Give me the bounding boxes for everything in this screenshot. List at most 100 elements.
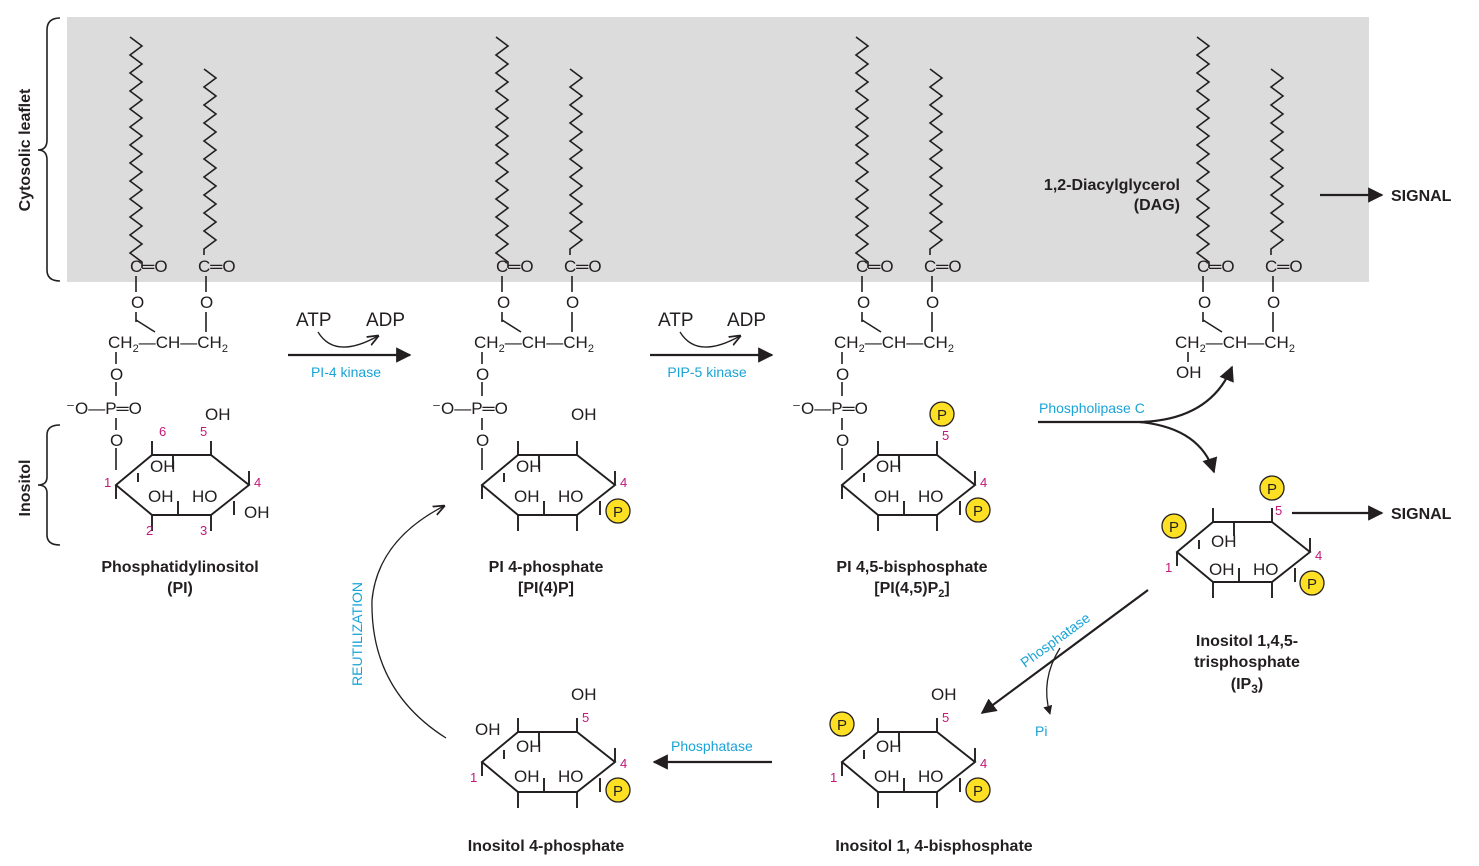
pip2-name: PI 4,5-bisphosphate [836,559,987,576]
svg-text:ADP: ADP [727,310,766,331]
ip3-structure: P P 5 OH OH HO 1 4 P [1161,475,1325,599]
svg-text:1: 1 [104,475,111,490]
pi-product-label: Pi [1035,723,1047,739]
svg-text:O: O [857,293,870,312]
svg-text:HO: HO [558,767,584,786]
pip2-abbr: [PI(4,5)P2] [874,580,949,600]
svg-text:O: O [1198,293,1211,312]
phosphate-icon [605,498,631,524]
phosphate-icon [965,777,991,803]
phosphate-icon [1259,475,1285,501]
svg-text:P: P [1169,519,1179,536]
svg-text:OH: OH [514,767,540,786]
svg-text:O: O [476,431,489,450]
phosphatidylinositol-structure: C═O C═O O O CH2—CH—CH2 O ⁻O—P═O O OH OH … [66,36,270,538]
pi4-kinase-label: PI-4 kinase [311,364,381,380]
phospholipase-c-reaction: Phospholipase C [1038,365,1234,474]
svg-text:OH: OH [516,457,542,476]
svg-text:5: 5 [582,710,589,725]
svg-text:OH: OH [931,685,957,704]
ip2-name: Inositol 1, 4-bisphosphate [835,838,1032,855]
svg-text:OH: OH [571,405,597,424]
svg-text:C═O: C═O [924,257,962,276]
ip3-abbr: (IP3) [1231,676,1263,696]
pip5-kinase-label: PIP-5 kinase [667,364,747,380]
cytosolic-leaflet-label: Cytosolic leaflet [17,88,34,211]
svg-text:C═O: C═O [856,257,894,276]
svg-text:O: O [476,365,489,384]
svg-text:⁻O—P═O: ⁻O—P═O [432,399,508,418]
ip1-structure: OH OH 5 OH OH HO 1 4 P [470,685,631,809]
svg-text:C═O: C═O [564,257,602,276]
ip2-phosphatase-label: Phosphatase [671,738,753,754]
svg-text:O: O [926,293,939,312]
svg-text:4: 4 [980,756,987,771]
svg-text:5: 5 [1275,503,1282,518]
cytosolic-leaflet-brace [37,17,61,282]
svg-text:HO: HO [558,487,584,506]
phosphate-icon [829,711,855,737]
svg-text:O: O [110,431,123,450]
pi4-kinase-reaction: ATP ADP PI-4 kinase [288,310,412,380]
svg-text:ATP: ATP [296,310,332,331]
dag-structure: C═O C═O O O CH2—CH—CH2 OH [1175,36,1303,382]
svg-text:3: 3 [200,523,207,538]
svg-text:P: P [937,407,947,424]
pi4p-structure: C═O C═O O O CH2—CH—CH2 O ⁻O—P═O O OH OH … [432,36,631,532]
svg-text:5: 5 [200,424,207,439]
ip3-name-line2: trisphosphate [1194,654,1300,671]
svg-text:⁻O—P═O: ⁻O—P═O [66,399,142,418]
inositol-region-label: Inositol [17,460,34,517]
phosphate-icon [605,777,631,803]
svg-text:O: O [1267,293,1280,312]
svg-text:P: P [973,503,983,520]
svg-text:ADP: ADP [366,310,405,331]
pip5-kinase-reaction: ATP ADP PIP-5 kinase [650,310,774,380]
svg-text:OH: OH [1176,363,1202,382]
inositol-brace [37,424,61,546]
pip2-structure: C═O C═O O O CH2—CH—CH2 O ⁻O—P═O O P 5 OH… [792,36,991,532]
svg-text:O: O [497,293,510,312]
dag-name: 1,2-Diacylglycerol [1044,177,1180,194]
phosphate-icon [1161,513,1187,539]
svg-text:ATP: ATP [658,310,694,331]
svg-text:HO: HO [918,767,944,786]
svg-text:CH2—CH—CH2: CH2—CH—CH2 [1175,333,1295,355]
pi-carbonyl-1: C═O [130,257,168,276]
pi-carbonyl-2: C═O [198,257,236,276]
svg-text:P: P [1307,576,1317,593]
pi-ester-o-2: O [200,293,213,312]
svg-text:P: P [973,783,983,800]
svg-text:OH: OH [874,767,900,786]
ip1-name: Inositol 4-phosphate [468,838,625,855]
svg-text:CH2—CH—CH2: CH2—CH—CH2 [834,333,954,355]
svg-text:C═O: C═O [1197,257,1235,276]
svg-text:OH: OH [1211,532,1237,551]
svg-text:6: 6 [159,424,166,439]
svg-text:OH: OH [1209,560,1235,579]
svg-text:OH: OH [514,487,540,506]
svg-text:5: 5 [942,710,949,725]
svg-text:OH: OH [150,457,176,476]
ip3-name-line1: Inositol 1,4,5- [1196,633,1298,650]
svg-text:OH: OH [475,720,501,739]
ip3-phosphatase-reaction: Phosphatase Pi [980,589,1149,739]
svg-text:C═O: C═O [1265,257,1303,276]
reutilization-arrow [371,506,446,739]
svg-text:CH2—CH—CH2: CH2—CH—CH2 [108,333,228,355]
pi4p-abbr: [PI(4)P] [518,580,574,597]
svg-text:4: 4 [620,475,627,490]
svg-text:O: O [566,293,579,312]
dag-abbr: (DAG) [1134,197,1180,214]
svg-text:HO: HO [192,487,218,506]
phosphate-icon [965,497,991,523]
svg-text:1: 1 [1165,560,1172,575]
svg-text:P: P [1267,481,1277,498]
pi-ester-o-1: O [131,293,144,312]
svg-text:HO: HO [918,487,944,506]
svg-text:O: O [836,431,849,450]
svg-text:OH: OH [205,405,231,424]
svg-text:OH: OH [876,457,902,476]
svg-text:4: 4 [980,475,987,490]
